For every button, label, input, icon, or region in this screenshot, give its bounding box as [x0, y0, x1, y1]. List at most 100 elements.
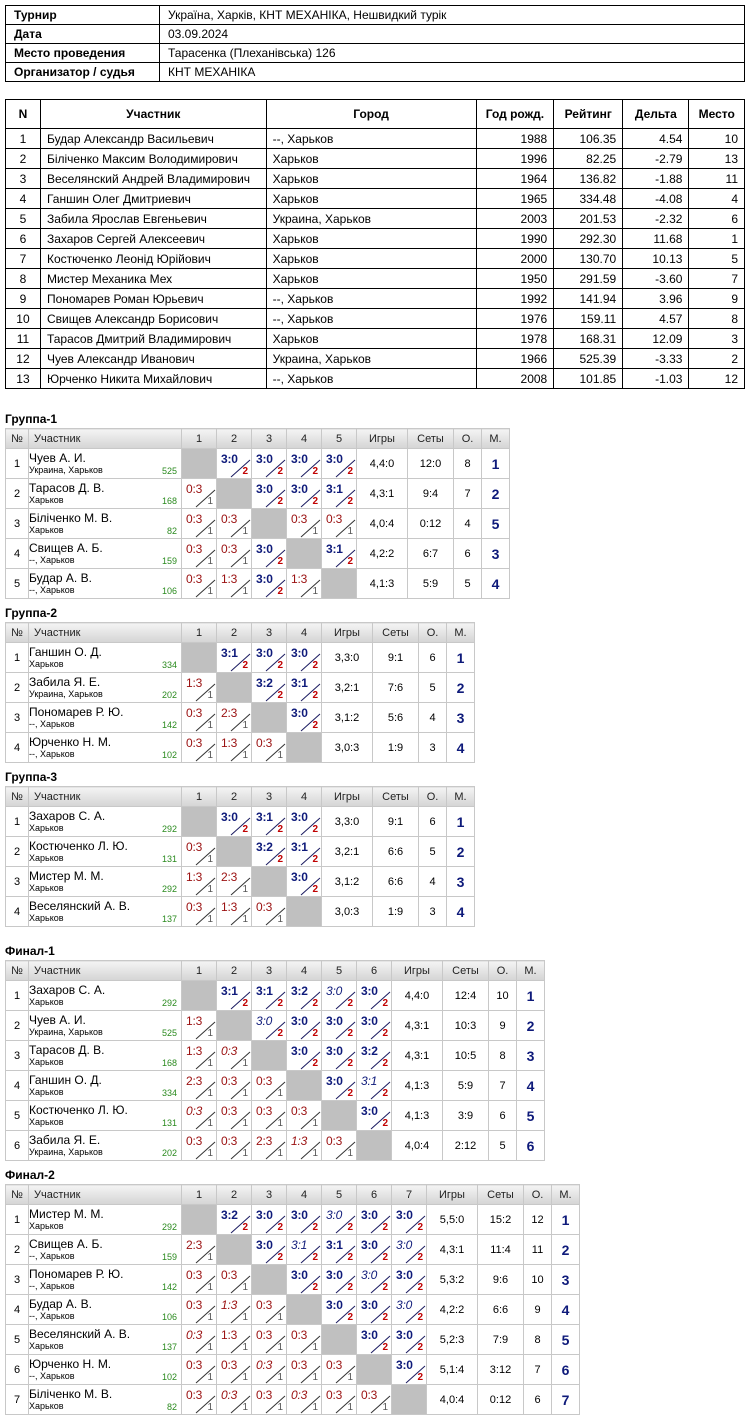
column-header: О.: [418, 786, 447, 807]
games-stat: 5,3:2: [426, 1264, 478, 1295]
group-table: № Участник 1 2 3 4 Игры Сеты О. М. 1 Захаров С. А. Х…: [5, 786, 475, 927]
participant-cell: Харьков: [265, 328, 477, 349]
loss-result: 0:3 1: [182, 509, 216, 538]
result-cell: 3:0 2: [321, 1264, 357, 1295]
diagonal-divider-icon: [195, 1141, 216, 1160]
result-cell: 3:0 2: [251, 1010, 287, 1041]
match-score: 0:3: [256, 900, 273, 914]
sets-stat: 9:1: [372, 642, 419, 673]
match-score: 3:0: [326, 1014, 343, 1028]
match-score: 3:0: [396, 1328, 413, 1342]
player-city: Украина, Харьков: [29, 1027, 103, 1037]
loss-result: 0:3 1: [182, 1101, 216, 1130]
participant-row: 5 Забила Ярослав Евгеньевич Украина, Харьк…: [5, 208, 745, 229]
column-header: Игры: [356, 428, 408, 449]
match-points: 2: [277, 1252, 283, 1263]
match-score: 3:0: [291, 1014, 308, 1028]
column-header: М.: [516, 960, 545, 981]
match-score: 0:3: [221, 1358, 238, 1372]
participant-cell: 3: [688, 328, 745, 349]
diagonal-divider-icon: [300, 579, 321, 598]
participant-cell: 5: [688, 248, 745, 269]
info-label: Место проведения: [5, 43, 160, 63]
result-cell: 0:3 1: [216, 1040, 252, 1071]
participant-cell: 159.11: [553, 308, 624, 329]
result-cell: 1:3 1: [216, 896, 252, 927]
match-points: 1: [277, 1402, 283, 1413]
player-city: --, Харьков: [29, 1311, 75, 1321]
match-points: 2: [347, 998, 353, 1009]
result-cell: 3:0 2: [321, 980, 357, 1011]
place-stat: 7: [551, 1384, 580, 1415]
match-score: 0:3: [186, 1268, 203, 1282]
player-info: Чуев А. И. Украина, Харьков 525: [28, 1010, 182, 1041]
result-cell: 0:3 1: [181, 1130, 217, 1161]
result-cell: 3:0 2: [356, 980, 392, 1011]
column-header: 5: [321, 1184, 357, 1205]
win-result: 3:0 2: [252, 539, 286, 568]
column-header: М.: [481, 428, 510, 449]
diagonal-divider-icon: [195, 549, 216, 568]
result-cell: 3:0 2: [286, 1010, 322, 1041]
participant-cell: 2000: [475, 248, 555, 269]
self-cell: [181, 980, 217, 1011]
match-score: 3:2: [256, 676, 273, 690]
participant-cell: Свищев Александр Борисович: [39, 308, 267, 329]
player-number: 3: [5, 702, 29, 733]
result-cell: 0:3 1: [181, 1324, 217, 1355]
player-info: Костюченко Л. Ю. Харьков 131: [28, 1100, 182, 1131]
player-number: 6: [5, 1130, 29, 1161]
participant-cell: 4: [688, 188, 745, 209]
match-points: 2: [277, 586, 283, 597]
match-score: 0:3: [256, 1104, 273, 1118]
match-score: 3:0: [256, 572, 273, 586]
player-rating: 142: [161, 720, 177, 730]
participant-cell: 201.53: [553, 208, 624, 229]
result-cell: 3:2 2: [251, 836, 287, 867]
match-points: 2: [312, 1252, 318, 1263]
match-points: 2: [312, 1282, 318, 1293]
participant-cell: 4.54: [622, 128, 690, 149]
match-score: 3:0: [396, 1358, 413, 1372]
participant-cell: Забила Ярослав Евгеньевич: [39, 208, 267, 229]
points-stat: 7: [523, 1354, 552, 1385]
match-points: 1: [242, 1088, 248, 1099]
match-points: 2: [347, 1088, 353, 1099]
win-result: 3:1 2: [322, 479, 356, 508]
match-points: 2: [312, 496, 318, 507]
player-info: Веселянский А. В. Харьков 137: [28, 1324, 182, 1355]
diagonal-divider-icon: [230, 1365, 251, 1384]
participant-row: 13 Юрченко Никита Михайлович --, Харьков 20…: [5, 368, 745, 389]
column-header: Участник: [39, 99, 267, 129]
diagonal-divider-icon: [265, 1365, 286, 1384]
player-number: 5: [5, 1324, 29, 1355]
column-header: 6: [356, 1184, 392, 1205]
match-points: 2: [347, 466, 353, 477]
participant-row: 12 Чуев Александр Иванович Украина, Харько…: [5, 348, 745, 369]
participant-cell: 1988: [475, 128, 555, 149]
result-cell: 0:3 1: [181, 896, 217, 927]
player-row: 1 Чуев А. И. Украина, Харьков 525 3:0 2 3:0 2 3:…: [5, 448, 510, 479]
self-cell: [216, 1234, 252, 1265]
loss-result: 1:3 1: [287, 1131, 321, 1160]
match-points: 1: [277, 1088, 283, 1099]
place-stat: 1: [481, 448, 510, 479]
match-score: 0:3: [186, 1388, 203, 1402]
loss-result: 0:3 1: [252, 1071, 286, 1100]
win-result: 3:1 2: [287, 1235, 321, 1264]
diagonal-divider-icon: [265, 743, 286, 762]
player-info: Ганшин О. Д. Харьков 334: [28, 1070, 182, 1101]
player-number: 4: [5, 1294, 29, 1325]
participant-cell: -2.32: [622, 208, 690, 229]
result-cell: 3:0 2: [321, 1294, 357, 1325]
win-result: 3:0 2: [252, 449, 286, 478]
diagonal-divider-icon: [230, 743, 251, 762]
player-rating: 168: [161, 496, 177, 506]
column-header: 5: [321, 428, 357, 449]
win-result: 3:0 2: [322, 1295, 356, 1324]
result-cell: 1:3 1: [286, 1130, 322, 1161]
loss-result: 2:3 1: [182, 1235, 216, 1264]
player-info: Захаров С. А. Харьков 292: [28, 806, 182, 837]
win-result: 3:2 2: [287, 981, 321, 1010]
diagonal-divider-icon: [300, 1335, 321, 1354]
